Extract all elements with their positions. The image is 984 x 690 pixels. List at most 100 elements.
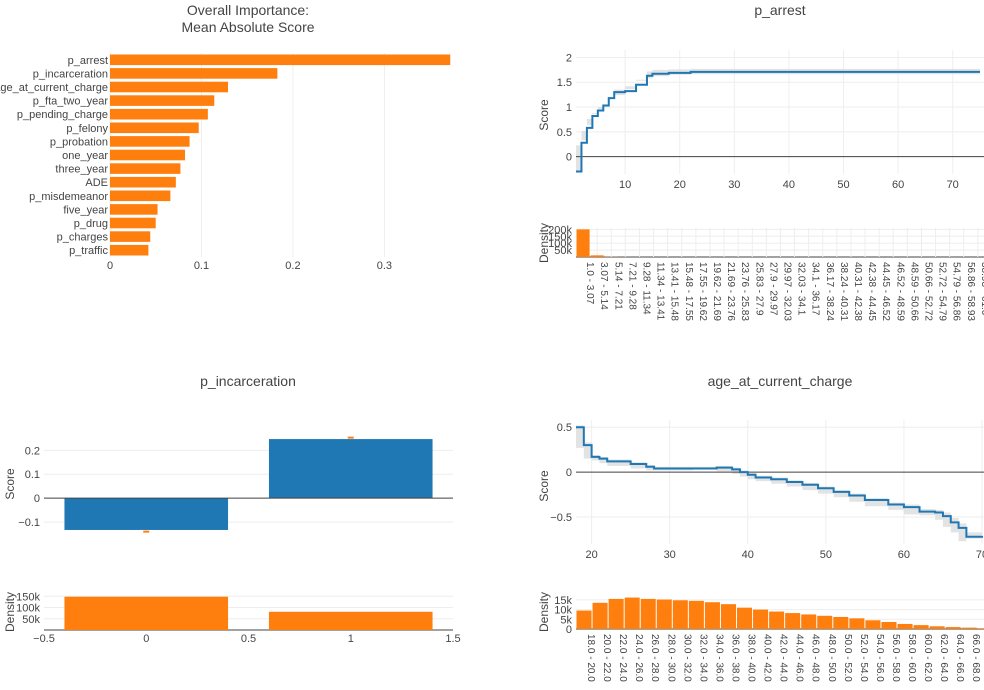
p-arrest-density-bin-label: 44.45 - 46.52 [880, 262, 891, 321]
age-density-bar [833, 616, 849, 629]
p-arrest-gridlines [576, 50, 984, 174]
p-arrest-density-bin-label: 58.93 - 61.0 [979, 262, 984, 316]
overall-category-label: p_traffic [69, 245, 108, 257]
age-y-tick-label: 0 [566, 467, 572, 479]
p-arrest-density-y-tick-label: 150k [548, 231, 572, 243]
overall-x-tick-label: 0 [107, 260, 113, 272]
p-incarceration-density-y-tick-label: 50k [22, 614, 40, 626]
p-arrest-density-bin-label: 9.28 - 11.34 [640, 262, 651, 315]
age-x-tick-label: 40 [742, 549, 754, 561]
age-density-bin-label: 54.0 - 56.0 [874, 634, 885, 682]
age-density-bin-label: 28.0 - 30.0 [665, 634, 676, 682]
p-arrest-density-y-tick-label: 50k [554, 245, 572, 257]
p-arrest-density-bin-label: 48.59 - 50.66 [908, 262, 919, 321]
p-arrest-density-bar [576, 229, 590, 257]
overall-category-label: p_pending_charge [17, 109, 108, 121]
overall-x-tick-label: 0.1 [194, 260, 209, 272]
overall-category-label: five_year [63, 204, 108, 216]
overall-bar [110, 95, 215, 106]
overall-category-label: one_year [62, 150, 108, 162]
p-incarceration-y-title: Score [3, 468, 17, 500]
age-density-bar [753, 609, 769, 629]
p-arrest-y-tick-label: 1 [566, 102, 572, 114]
overall-bar [110, 54, 451, 66]
age-density-bin-label: 18.0 - 20.0 [585, 634, 596, 682]
age-density-bar [656, 599, 672, 629]
age-density-bin-label: 26.0 - 28.0 [649, 634, 660, 682]
overall-category-label: p_arrest [68, 55, 108, 67]
age-density-bin-label: 44.0 - 46.0 [794, 634, 805, 682]
p-arrest-density-bin-label: 1.0 - 3.07 [584, 262, 595, 305]
age-density-bin-label: 24.0 - 26.0 [633, 634, 644, 682]
p-incarceration-density-x-tick-label: 1 [348, 633, 354, 645]
p-incarceration-bar [64, 498, 229, 530]
p-arrest-density-title: Density [537, 223, 551, 263]
age-y-title: Score [537, 470, 551, 502]
overall-category-label: p_fta_two_year [33, 96, 109, 108]
overall-category-label: age_at_current_charge [0, 82, 108, 94]
overall-category-label: p_felony [66, 123, 108, 135]
overall-importance-panel: Overall Importance: Mean Absolute Score … [0, 2, 451, 272]
age-y-tick-label: −0.5 [550, 512, 572, 524]
p-arrest-density-bin-label: 52.72 - 54.79 [937, 262, 948, 321]
age-density-y-tick-label: 15k [554, 595, 572, 607]
age-density-bin-label: 56.0 - 58.0 [890, 634, 901, 682]
overall-bar [110, 176, 176, 188]
p-incarceration-y-tick-label: 0.1 [25, 469, 40, 481]
p-incarceration-title: p_incarceration [200, 373, 296, 389]
age-density-title: Density [537, 592, 551, 632]
p-arrest-density-bin-label: 34.1 - 36.17 [810, 262, 821, 316]
p-arrest-title: p_arrest [754, 2, 805, 18]
age-density-bin-label: 20.0 - 22.0 [601, 634, 612, 682]
age-density-bin-label: 60.0 - 62.0 [922, 634, 933, 682]
overall-bar [110, 149, 186, 161]
overall-bar [110, 122, 199, 134]
p-arrest-x-tick-label: 60 [892, 179, 904, 191]
p-incarceration-density-y-tick-label: 150k [16, 591, 40, 603]
p-arrest-density-bin-label: 42.38 - 44.45 [866, 262, 877, 321]
overall-category-label: p_probation [50, 136, 108, 148]
p-incarceration-density-bars [64, 596, 433, 630]
p-incarceration-density-bar [64, 596, 229, 630]
age-density-bar [608, 598, 624, 629]
age-density-bin-label: 48.0 - 50.0 [826, 634, 837, 682]
overall-bar [110, 108, 208, 120]
age-x-tick-label: 70 [976, 549, 984, 561]
p-arrest-density-bin-label: 19.62 - 21.69 [711, 262, 722, 321]
overall-bars [110, 54, 451, 256]
p-arrest-x-tick-label: 40 [783, 179, 795, 191]
p-incarceration-density-ticks: −0.5 0 0.5 1 1.5 [33, 633, 461, 645]
p-arrest-density-bin-label: 50.66 - 52.72 [922, 262, 933, 321]
p-arrest-ticks: 0 0.5 1 1.5 2 10 20 30 40 50 60 70 [557, 52, 959, 191]
age-density-bin-label: 22.0 - 24.0 [617, 634, 628, 682]
p-arrest-x-tick-label: 30 [728, 179, 740, 191]
p-arrest-density-bin-label: 17.55 - 19.62 [697, 262, 708, 321]
age-density-bar [849, 618, 865, 629]
overall-title-line1: Overall Importance: [187, 2, 309, 18]
age-density-bar [769, 611, 785, 629]
age-density-bin-label: 58.0 - 60.0 [906, 634, 917, 682]
overall-category-label: p_drug [74, 218, 108, 230]
p-arrest-x-tick-label: 70 [947, 179, 959, 191]
p-arrest-density-y-tick-label: 200k [548, 224, 572, 236]
p-arrest-density-bin-label: 23.76 - 25.83 [739, 262, 750, 321]
age-density-bar [672, 600, 688, 629]
age-x-tick-label: 50 [820, 549, 832, 561]
age-density-bar [881, 622, 897, 629]
age-panel: age_at_current_charge Score −0.5 0 0.5 20 30… [537, 373, 984, 682]
p-arrest-y-tick-label: 0.5 [557, 127, 572, 139]
p-incarceration-density-bar [268, 611, 433, 630]
age-density-bin-label: 40.0 - 42.0 [762, 634, 773, 682]
p-arrest-density-bin-labels: 1.0 - 3.07 3.07 - 5.14 5.14 - 7.21 7.21 - 9… [584, 262, 984, 321]
age-x-tick-label: 20 [585, 549, 597, 561]
age-density-bin-label: 66.0 - 68.0 [970, 634, 981, 682]
p-arrest-x-tick-label: 50 [837, 179, 849, 191]
age-density-bin-label: 62.0 - 64.0 [938, 634, 949, 682]
age-density-bar [785, 613, 801, 629]
p-arrest-density-bin-label: 3.07 - 5.14 [598, 262, 609, 310]
age-density-bar [977, 628, 984, 629]
overall-bar [110, 68, 278, 79]
